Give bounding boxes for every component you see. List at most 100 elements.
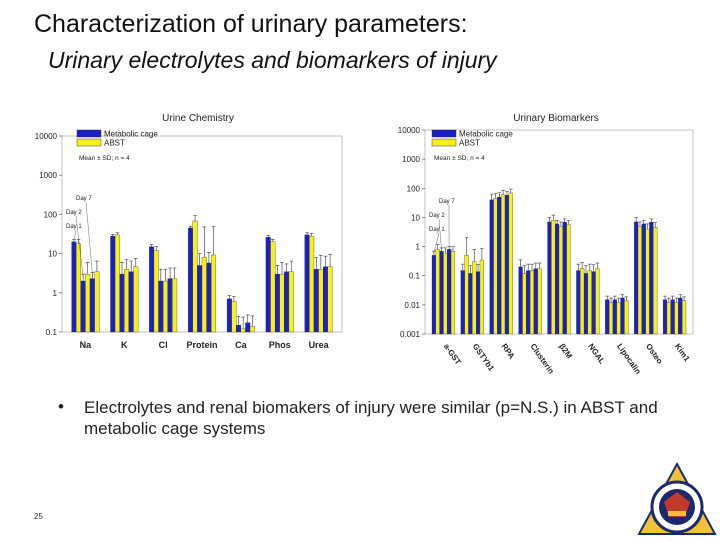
- bar-k-metabolic-cage: [129, 272, 134, 332]
- bar-protein-metabolic-cage: [197, 265, 202, 332]
- x-tick-label: Cl: [159, 340, 168, 350]
- bar-k-metabolic-cage: [110, 236, 115, 332]
- bar-kim1-metabolic-cage: [678, 298, 682, 334]
- bar-kim1-abst: [675, 303, 679, 334]
- bar-protein-abst: [193, 221, 198, 332]
- bar-na-metabolic-cage: [90, 279, 95, 332]
- bar-urea-metabolic-cage: [305, 235, 310, 332]
- bar-a-gst-abst: [443, 253, 447, 334]
- bar-protein-abst: [202, 257, 207, 332]
- bar-clusterin-metabolic-cage: [519, 267, 523, 334]
- bar-cl-metabolic-cage: [149, 247, 154, 332]
- x-tick-label: Urea: [309, 340, 330, 350]
- bar-kim1-abst: [667, 303, 671, 334]
- bar-osteopontin-metabolic-cage: [649, 222, 653, 334]
- bar-na-metabolic-cage: [72, 242, 77, 332]
- bar-clusterin-metabolic-cage: [526, 271, 530, 334]
- y-tick-label: 100: [44, 210, 58, 219]
- bar-protein-metabolic-cage: [188, 228, 193, 332]
- day-label: Day 1: [66, 224, 82, 230]
- day-label: Day 2: [429, 213, 445, 219]
- y-tick-label: 0.01: [404, 301, 420, 310]
- bar-rpa-abst: [509, 193, 513, 334]
- bar-urea-metabolic-cage: [323, 267, 328, 332]
- bar-a-gst-metabolic-cage: [432, 255, 436, 334]
- legend-swatch: [77, 130, 101, 137]
- day-leader-line: [439, 219, 441, 249]
- bar-urea-abst: [309, 236, 314, 332]
- bar-lipocalin-metabolic-cage: [621, 298, 625, 334]
- bar-kim1-metabolic-cage: [663, 300, 667, 334]
- bar-clusterin-abst: [538, 269, 542, 334]
- bar-rpa-metabolic-cage: [497, 197, 501, 334]
- bar-lipocalin-metabolic-cage: [605, 300, 609, 334]
- bar-osteopontin-abst: [653, 227, 657, 334]
- bar-ngal-metabolic-cage: [584, 273, 588, 334]
- bar-osteopontin-metabolic-cage: [634, 222, 638, 334]
- bar-protein-abst: [211, 255, 216, 332]
- bar-gstyb1-metabolic-cage: [476, 272, 480, 334]
- bar-ca-abst: [232, 301, 237, 332]
- bar-cl-metabolic-cage: [159, 281, 164, 332]
- bar-ngal-metabolic-cage: [592, 272, 596, 334]
- bar-urea-abst: [319, 269, 324, 332]
- y-tick-label: 1: [53, 289, 58, 298]
- chart-note: Mean ± SD; n = 4: [434, 155, 485, 162]
- day-label: Day 7: [76, 196, 92, 202]
- chart-title: Urine Chemistry: [162, 113, 234, 124]
- x-tick-label: K: [121, 340, 128, 350]
- bar-k-abst: [133, 267, 138, 332]
- chart-note: Mean ± SD; n = 4: [79, 155, 130, 162]
- x-tick-label: Clusterin: [528, 342, 555, 376]
- y-tick-label: 0.001: [400, 330, 421, 339]
- bar-k-abst: [115, 235, 120, 332]
- bar-ngal-abst: [588, 271, 592, 334]
- bar-phos-abst: [280, 274, 285, 332]
- y-tick-label: 10000: [398, 126, 421, 135]
- bar-kim1-abst: [682, 301, 686, 334]
- legend-label: ABST: [104, 139, 125, 148]
- bullet-marker: •: [58, 397, 64, 417]
- institutional-seal-icon: [637, 462, 717, 543]
- bar-b2m-abst: [567, 224, 571, 334]
- y-tick-label: 100: [407, 184, 421, 193]
- bar-gstyb1-metabolic-cage: [461, 271, 465, 334]
- bar-ca-metabolic-cage: [236, 325, 241, 332]
- bar-gstyb1-abst: [465, 255, 469, 334]
- bar-rpa-metabolic-cage: [505, 195, 509, 334]
- x-tick-label: Phos: [269, 340, 291, 350]
- bar-phos-abst: [289, 272, 294, 332]
- bar-lipocalin-abst: [609, 303, 613, 334]
- bar-b2m-metabolic-cage: [548, 222, 552, 334]
- slide-title: Characterization of urinary parameters:: [34, 10, 468, 39]
- bar-phos-abst: [271, 242, 276, 332]
- y-tick-label: 1000: [39, 171, 57, 180]
- bar-na-abst: [95, 272, 100, 332]
- legend-swatch: [432, 139, 456, 146]
- x-tick-label: β2M: [557, 342, 574, 361]
- bar-ngal-abst: [580, 268, 584, 334]
- bar-clusterin-abst: [522, 273, 526, 334]
- bar-gstyb1-abst: [480, 260, 484, 334]
- bar-na-metabolic-cage: [81, 281, 86, 332]
- bar-ca-metabolic-cage: [227, 299, 232, 332]
- bar-a-gst-abst: [436, 249, 440, 334]
- x-tick-label: Protein: [186, 340, 217, 350]
- bar-b2m-metabolic-cage: [555, 224, 559, 334]
- x-tick-label: Ca: [235, 340, 247, 350]
- bar-cl-metabolic-cage: [168, 279, 173, 332]
- bar-na-abst: [85, 274, 90, 332]
- x-tick-label: Kim1: [673, 342, 692, 364]
- bar-a-gst-abst: [451, 251, 455, 334]
- bar-clusterin-abst: [530, 271, 534, 334]
- bar-clusterin-metabolic-cage: [534, 269, 538, 334]
- bar-b2m-metabolic-cage: [563, 222, 567, 334]
- bar-ngal-abst: [596, 269, 600, 334]
- legend-swatch: [77, 139, 101, 146]
- bar-cl-abst: [163, 281, 168, 332]
- legend-label: ABST: [459, 139, 480, 148]
- bar-osteopontin-abst: [646, 229, 650, 334]
- bar-phos-metabolic-cage: [284, 272, 289, 332]
- chart-title: Urinary Biomarkers: [513, 113, 599, 124]
